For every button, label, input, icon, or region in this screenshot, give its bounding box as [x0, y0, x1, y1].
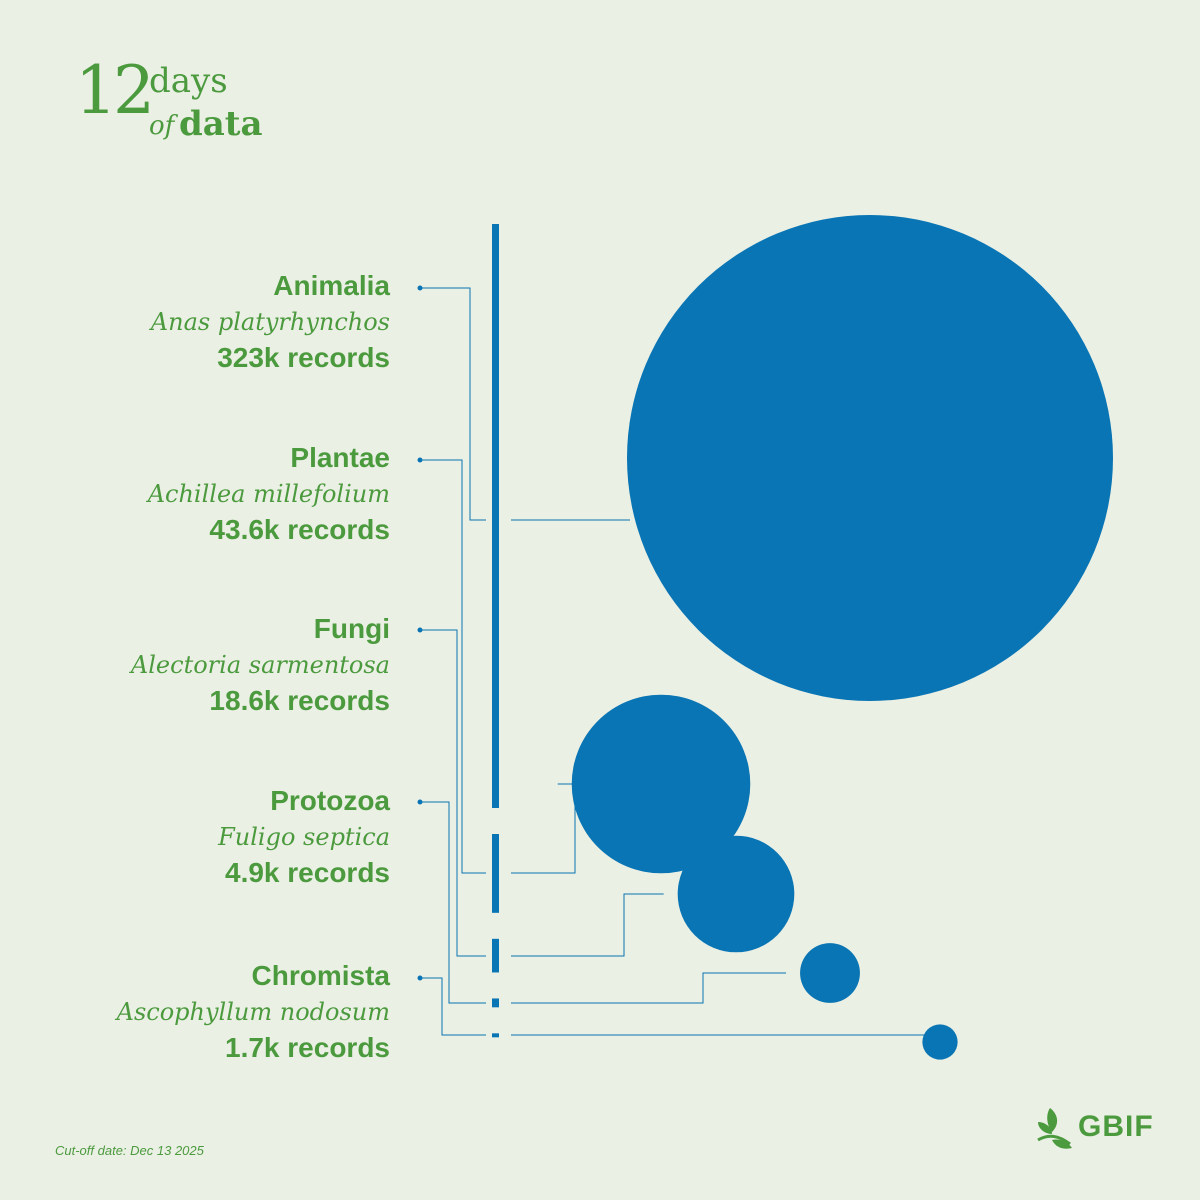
cutoff-date: Cut-off date: Dec 13 2025 [55, 1143, 204, 1158]
label-protozoa: Protozoa Fuligo septica 4.9k records [30, 783, 390, 891]
bar-animalia [492, 224, 499, 808]
kingdom-name: Fungi [313, 613, 390, 644]
label-fungi: Fungi Alectoria sarmentosa 18.6k records [30, 611, 390, 719]
brand-days: days [149, 61, 228, 101]
brand-of: of [149, 111, 175, 141]
bubble-connector-plantae [511, 783, 576, 874]
species-name: Achillea millefolium [147, 480, 390, 508]
bubble-connector-protozoa [511, 972, 787, 1004]
bubble-protozoa [800, 943, 860, 1003]
bar-fungi [492, 938, 499, 973]
label-connector-animalia [420, 287, 486, 521]
label-animalia: Animalia Anas platyrhynchos 323k records [30, 268, 390, 376]
label-plantae: Plantae Achillea millefolium 43.6k recor… [30, 440, 390, 548]
species-name: Ascophyllum nodosum [116, 998, 390, 1026]
bubble-animalia [627, 215, 1113, 701]
bubble-plantae [571, 694, 751, 874]
records-count: 1.7k records [225, 1032, 390, 1063]
bubble-chromista [922, 1024, 958, 1060]
species-name: Alectoria sarmentosa [130, 651, 390, 679]
bubble-fungi [677, 835, 795, 953]
leaf-icon [1037, 1108, 1072, 1149]
kingdom-name: Chromista [251, 960, 390, 991]
bar-chromista [492, 1033, 499, 1038]
label-chromista: Chromista Ascophyllum nodosum 1.7k recor… [30, 958, 390, 1066]
kingdom-name: Plantae [290, 442, 390, 473]
kingdom-name: Animalia [273, 270, 390, 301]
label-connector-plantae [420, 459, 486, 874]
gbif-logo-text: GBIF [1078, 1110, 1154, 1143]
brand-title: 12 days of data [75, 58, 295, 158]
kingdom-name: Protozoa [270, 785, 390, 816]
bar-protozoa [492, 998, 499, 1008]
brand-data: data [179, 104, 263, 144]
label-connector-fungi [420, 629, 486, 957]
gbif-logo: GBIF [1034, 1104, 1154, 1152]
records-count: 4.9k records [225, 857, 390, 888]
label-connector-chromista [420, 977, 486, 1036]
records-count: 43.6k records [209, 514, 390, 545]
species-name: Fuligo septica [218, 823, 390, 851]
bubble-connector-fungi [511, 893, 664, 957]
bar-plantae [492, 834, 499, 913]
brand-number: 12 [75, 52, 155, 129]
records-count: 18.6k records [209, 685, 390, 716]
label-connector-protozoa [420, 801, 486, 1004]
species-name: Anas platyrhynchos [150, 308, 390, 336]
records-count: 323k records [217, 342, 390, 373]
